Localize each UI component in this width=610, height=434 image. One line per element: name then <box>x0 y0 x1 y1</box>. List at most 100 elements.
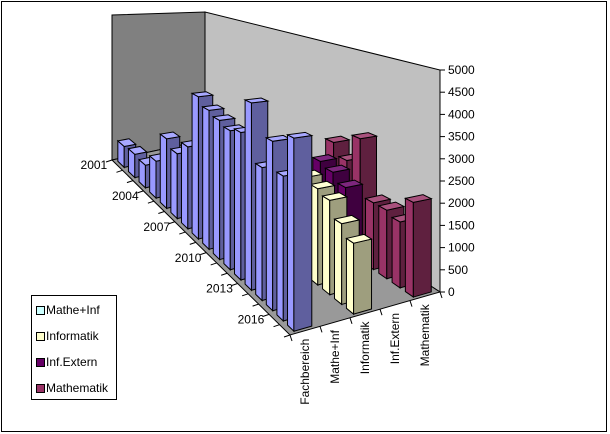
series-axis-tick <box>379 309 383 316</box>
bar-top-face <box>364 194 392 204</box>
y-tick-label: 3500 <box>448 130 475 144</box>
x-axis-tick <box>179 231 186 235</box>
series-axis-label: Fachbereich <box>298 339 312 405</box>
series-axis-tick <box>319 326 323 333</box>
legend: Mathe+Inf Informatik Inf.Extern Mathemat… <box>31 295 117 400</box>
bar-top-face <box>285 131 314 139</box>
back-wall <box>111 11 206 161</box>
series-axis-label: Informatik <box>358 321 372 375</box>
y-tick-label: 4500 <box>448 85 475 99</box>
bar-top-face <box>350 132 379 140</box>
x-tick-label: 2010 <box>175 251 202 265</box>
series-axis-tick <box>439 291 443 299</box>
bar-top-face <box>201 104 226 111</box>
bar-side-face <box>287 133 295 333</box>
legend-label: Informatik <box>46 329 99 343</box>
bar-side-face <box>391 216 401 289</box>
legend-swatch <box>36 331 45 341</box>
x-axis-tick <box>283 334 291 338</box>
bar-side-face <box>265 136 274 312</box>
legend-swatch <box>36 383 45 393</box>
bar-side-face <box>378 204 388 280</box>
bar-side-face <box>191 92 199 241</box>
legend-item-inf-extern: Inf.Extern <box>36 355 97 369</box>
series-axis-tick <box>349 317 353 324</box>
bar-top-face <box>309 180 336 190</box>
bar-side-face <box>202 105 210 251</box>
x-tick-label: 2016 <box>238 313 265 327</box>
x-tick-label: 2007 <box>143 220 170 234</box>
y-tick-label: 5000 <box>448 63 475 77</box>
x-axis-tick <box>158 210 165 214</box>
legend-label: Mathe+Inf <box>46 303 100 317</box>
legend-item-mathematik: Mathematik <box>36 381 108 395</box>
x-tick-label: 2013 <box>206 282 233 296</box>
bar-front-face <box>412 198 432 298</box>
bar-side-face <box>223 126 231 271</box>
bar-top-face <box>211 114 237 121</box>
x-axis-tick <box>189 241 196 245</box>
bar-top-face <box>323 135 351 144</box>
x-axis-tick <box>200 252 207 256</box>
bar-side-face <box>159 133 168 210</box>
bar-top-face <box>243 97 270 104</box>
bar-top-face <box>403 194 433 203</box>
legend-item-mathe-inf: Mathe+Inf <box>36 303 100 317</box>
bar-top-face <box>127 145 148 155</box>
bar-side-face <box>149 154 157 200</box>
x-axis-tick <box>262 313 270 317</box>
bar-top-face <box>336 179 364 189</box>
y-tick-label: 0 <box>448 285 455 299</box>
x-axis-tick <box>210 262 217 266</box>
x-axis-tick <box>221 272 228 276</box>
bar-side-face <box>233 128 242 282</box>
bar-side-face <box>244 99 252 292</box>
legend-swatch <box>36 357 45 367</box>
y-tick-label: 4000 <box>448 107 475 121</box>
bar-top-face <box>116 138 137 148</box>
series-axis-label: Mathe+Inf <box>328 329 342 383</box>
series-axis-label: Inf.Extern <box>388 313 402 364</box>
x-axis-tick <box>126 180 134 184</box>
y-tick-label: 1500 <box>448 218 475 232</box>
bar-top-face <box>323 164 351 173</box>
bar-top-face <box>333 214 361 225</box>
bar-top-face <box>159 131 182 140</box>
x-axis-tick <box>137 190 144 194</box>
y-tick-label: 2500 <box>448 174 475 188</box>
x-axis-tick <box>273 324 280 328</box>
bar-side-face <box>276 171 284 323</box>
bar-side-face <box>333 218 343 306</box>
legend-label: Mathematik <box>46 381 109 395</box>
bar-side-face <box>345 237 355 316</box>
bar-top-face <box>321 192 349 201</box>
x-axis-tick <box>231 283 238 287</box>
bar-top-face <box>311 154 338 162</box>
legend-swatch <box>36 305 45 315</box>
bar-top-face <box>377 201 406 211</box>
x-axis-tick <box>252 303 259 307</box>
y-tick-label: 500 <box>448 263 468 277</box>
bar-side-face <box>322 195 331 296</box>
bar-side-face <box>404 197 414 299</box>
x-tick-label: 2004 <box>112 189 139 203</box>
bar-front-face <box>293 134 313 332</box>
bar-front-face <box>353 238 373 315</box>
bar-side-face <box>170 147 178 220</box>
bar-top-face <box>190 91 215 98</box>
bar-top-face <box>345 233 373 244</box>
y-tick-label: 2000 <box>448 196 475 210</box>
x-axis-tick <box>241 293 249 297</box>
bar-side-face <box>255 162 263 302</box>
series-axis-tick <box>289 334 293 342</box>
legend-item-informatik: Informatik <box>36 329 99 343</box>
bar-side-face <box>212 115 221 261</box>
x-tick-label: 2001 <box>81 158 108 172</box>
series-axis-tick <box>409 300 413 307</box>
y-tick-label: 1000 <box>448 241 475 255</box>
x-axis-tick <box>147 200 155 204</box>
x-axis-tick <box>116 169 123 173</box>
